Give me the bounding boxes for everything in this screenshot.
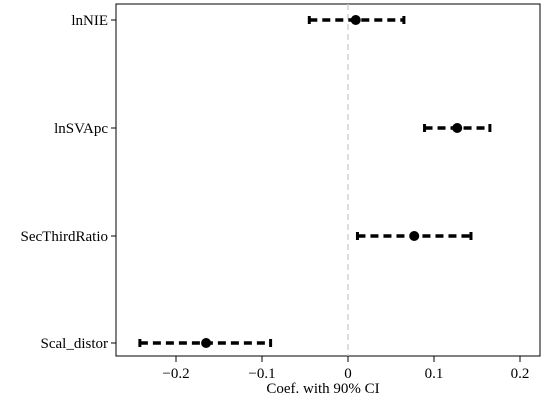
x-tick-label: −0.2 <box>162 366 189 382</box>
plot-frame <box>115 3 541 357</box>
estimate-point <box>452 123 463 133</box>
x-axis-title: Coef. with 90% CI <box>266 381 379 397</box>
x-tick-label: −0.1 <box>248 366 275 382</box>
estimate-point <box>409 231 420 241</box>
x-tick-label: 0.2 <box>511 366 530 382</box>
y-tick-label: lnNIE <box>71 13 108 29</box>
y-tick-label: Scal_distor <box>41 336 109 352</box>
x-tick-label: 0.1 <box>425 366 444 382</box>
estimate-point <box>201 338 212 348</box>
coefficient-marks <box>138 15 492 348</box>
y-tick-label: lnSVApc <box>54 121 108 137</box>
y-tick-labels: lnNIE lnSVApc SecThirdRatio Scal_distor <box>21 13 116 352</box>
y-tick-label: SecThirdRatio <box>21 229 108 245</box>
x-axis: −0.2 −0.1 0 0.1 0.2 <box>162 356 529 382</box>
x-tick-label: 0 <box>344 366 352 382</box>
estimate-point <box>350 15 361 25</box>
